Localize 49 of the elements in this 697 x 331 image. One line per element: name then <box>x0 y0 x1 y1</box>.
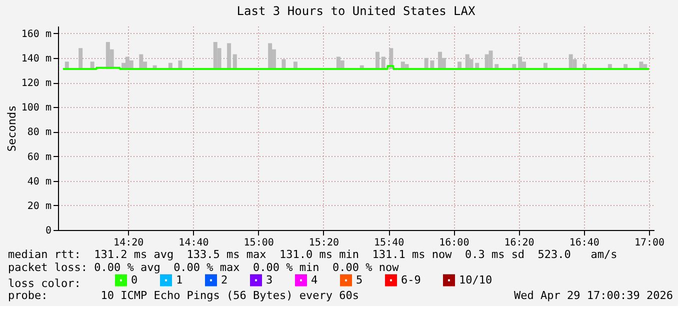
x-tick-label: 14:20 <box>114 238 144 248</box>
bar <box>213 42 218 70</box>
legend-label: 2 <box>221 273 228 286</box>
y-tick-label: 0 <box>45 226 52 236</box>
y-tick-label: 160 m <box>21 28 52 40</box>
y-axis-title: Seconds <box>5 105 18 152</box>
bar <box>125 56 130 70</box>
y-tick-label: 120 m <box>21 78 52 90</box>
legend-label: 3 <box>266 273 273 286</box>
bar <box>106 42 110 70</box>
legend-label: 0 <box>131 273 138 286</box>
bar <box>282 59 286 70</box>
y-tick-label: 80 m <box>27 127 52 138</box>
legend-label: 1 <box>176 273 183 286</box>
bar <box>227 43 232 70</box>
y-tick-label: 140 m <box>21 53 52 64</box>
x-tick-label: 16:40 <box>569 238 600 248</box>
legend-label: 6-9 <box>401 273 421 286</box>
bar <box>336 56 340 70</box>
text: Wed Apr 29 17:00:39 2026 <box>514 289 673 302</box>
y-tick-label: 20 m <box>27 200 52 212</box>
y-tick-label: 100 m <box>21 102 52 114</box>
x-tick-label: 15:00 <box>244 238 274 248</box>
text: median rtt: 131.2 ms avg 133.5 ms max 131.0 ms min 131.1 ms now 0.3 ms sd 523.0 am/s <box>8 248 618 261</box>
x-tick-label: 16:20 <box>504 238 534 248</box>
legend-label: 10/10 <box>459 273 492 286</box>
x-tick-label: 15:20 <box>308 238 339 248</box>
bar <box>78 48 83 70</box>
x-tick-label: 14:40 <box>178 238 209 248</box>
text: packet loss: 0.00 % avg 0.00 % max 0.00 % min 0.00 % now <box>8 261 400 274</box>
x-tick-label: 17:00 <box>634 238 665 248</box>
bar <box>268 43 272 70</box>
bar <box>381 56 386 70</box>
x-tick-label: 15:40 <box>374 238 404 248</box>
legend-title: loss color: <box>8 277 81 290</box>
text: probe: 10 ICMP Echo Pings (56 Bytes) every 60s <box>8 289 359 302</box>
bar <box>139 54 144 70</box>
bar <box>568 54 573 70</box>
chart-title: Last 3 Hours to United States LAX <box>236 4 476 18</box>
bar <box>438 52 442 70</box>
bar <box>518 56 522 70</box>
legend-label: 5 <box>356 273 363 286</box>
x-tick-label: 16:00 <box>439 238 470 248</box>
bar <box>375 52 380 70</box>
bar <box>232 54 237 70</box>
bar <box>484 54 489 70</box>
legend-label: 4 <box>311 273 318 286</box>
y-tick-label: 60 m <box>27 152 52 163</box>
y-tick-label: 40 m <box>27 176 52 188</box>
